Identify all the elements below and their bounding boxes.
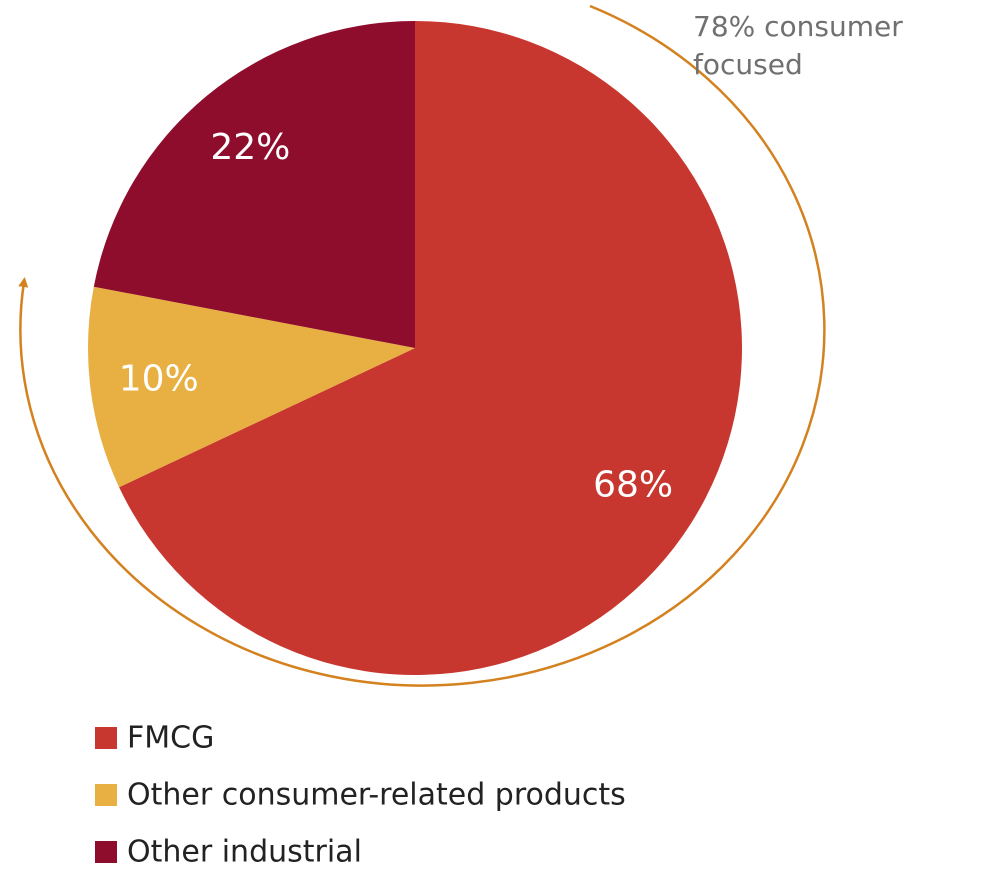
legend-label: Other industrial <box>127 835 362 870</box>
legend-label: FMCG <box>127 721 214 756</box>
legend: FMCG Other consumer-related products Other… <box>95 721 626 870</box>
pie-slice <box>119 21 742 675</box>
annotation: 78% consumer focused <box>693 10 903 81</box>
legend-swatch <box>95 841 117 863</box>
arc-arrow <box>18 4 826 687</box>
pie: 68% 10% 22% <box>87 21 742 675</box>
value-label: 68% <box>593 464 673 505</box>
legend-label: Other consumer-related products <box>127 778 626 813</box>
legend-swatch <box>95 784 117 806</box>
pie-slice <box>93 21 416 348</box>
pie-slice <box>87 286 415 488</box>
value-label: 10% <box>119 358 199 399</box>
value-label: 22% <box>210 127 290 168</box>
legend-swatch <box>95 727 117 749</box>
